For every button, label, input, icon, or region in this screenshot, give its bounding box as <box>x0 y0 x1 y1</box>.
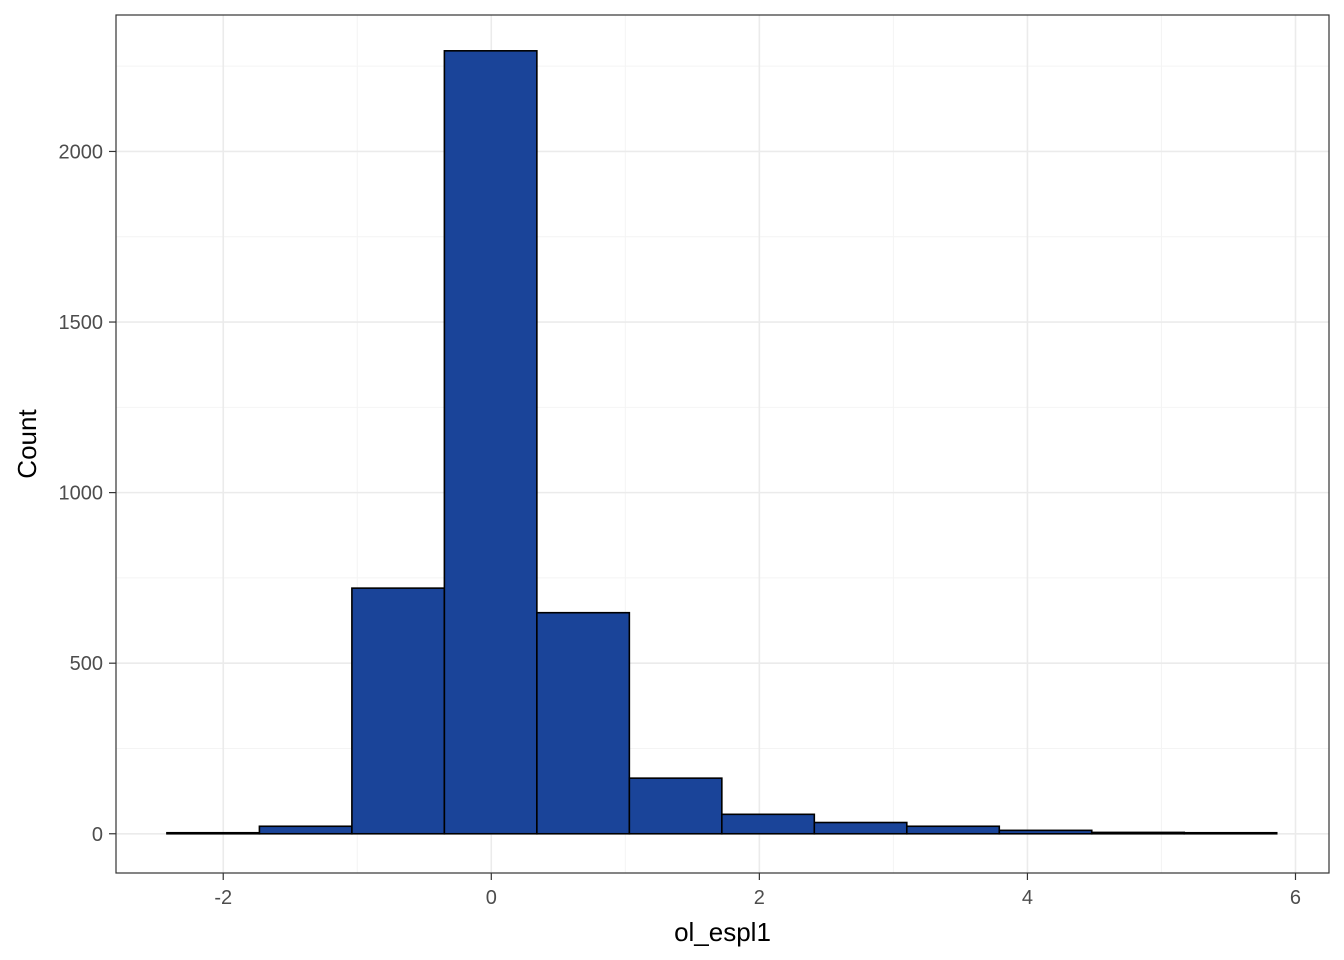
histogram-bar <box>1183 831 1278 835</box>
x-tick-label: -2 <box>214 887 232 909</box>
y-axis-title: Count <box>12 409 42 479</box>
x-tick-label: 0 <box>486 887 497 909</box>
y-tick-label: 1000 <box>59 483 104 505</box>
histogram-bar <box>998 829 1093 835</box>
y-tick-label: 1500 <box>59 312 104 334</box>
histogram-bar <box>258 825 353 835</box>
y-axis-ticks: 0 500 1000 1500 2000 <box>59 141 116 846</box>
histogram-bar <box>351 587 446 835</box>
panel-border <box>115 14 1330 874</box>
histogram-bar <box>813 821 908 835</box>
x-tick-label: 2 <box>754 887 765 909</box>
histogram-bar <box>166 831 261 835</box>
y-tick-label: 2000 <box>59 141 104 163</box>
x-axis-ticks: -2 0 2 4 6 <box>214 873 1301 909</box>
y-tick-label: 0 <box>92 824 103 846</box>
y-tick-label: 500 <box>70 653 103 675</box>
histogram-bar <box>905 825 1001 835</box>
x-axis-title: ol_espl1 <box>674 917 771 947</box>
x-tick-label: 4 <box>1022 887 1033 909</box>
histogram-bar <box>628 777 723 835</box>
histogram-bar <box>1090 831 1186 835</box>
histogram-bar <box>443 50 538 835</box>
x-tick-label: 6 <box>1290 887 1301 909</box>
histogram-bar <box>721 813 816 835</box>
bars <box>166 50 1278 835</box>
histogram-bar <box>536 611 631 835</box>
